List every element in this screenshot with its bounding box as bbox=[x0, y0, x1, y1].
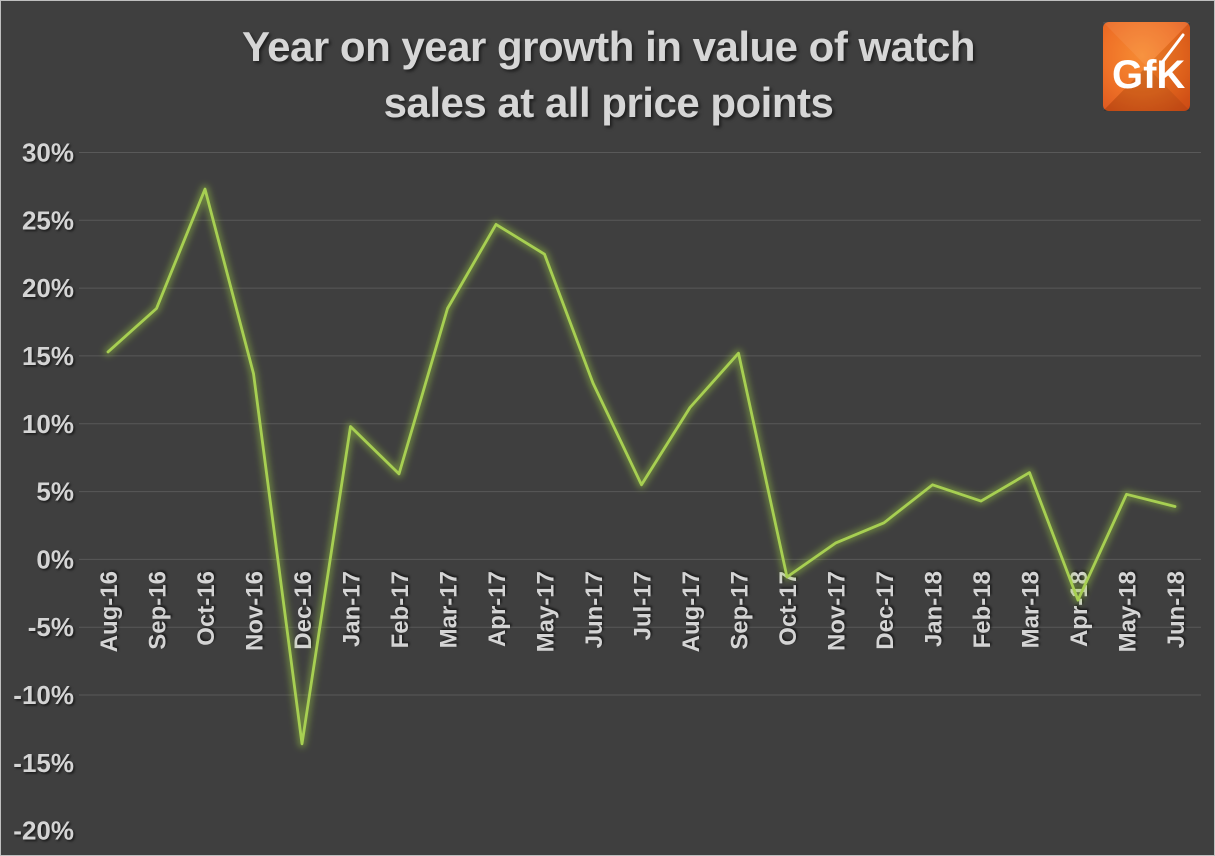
x-axis-tick-label: Dec-17 bbox=[872, 571, 899, 650]
x-axis-tick-label: Jan-17 bbox=[339, 571, 366, 647]
x-axis-tick-label: Sep-17 bbox=[727, 571, 754, 650]
y-axis-tick-label: -10% bbox=[13, 680, 74, 710]
x-axis-tick-label: Aug-16 bbox=[96, 571, 123, 652]
gfk-logo-graphic: GfK bbox=[1103, 22, 1190, 111]
x-axis-tick-label: Jun-17 bbox=[581, 571, 608, 648]
gfk-logo: GfK bbox=[1103, 22, 1190, 111]
x-axis-tick-label: Oct-17 bbox=[775, 571, 802, 646]
x-axis-tick-label: May-18 bbox=[1115, 571, 1142, 652]
x-axis-tick-label: Apr-17 bbox=[484, 571, 511, 647]
x-axis-tick-label: Mar-18 bbox=[1018, 571, 1045, 648]
x-axis-tick-label: Dec-16 bbox=[290, 571, 317, 650]
logo-tile bbox=[1103, 22, 1190, 111]
logo-facet-bottom bbox=[1103, 66, 1190, 111]
y-axis-tick-label: 15% bbox=[22, 341, 74, 371]
chart-title: Year on year growth in value of watch sa… bbox=[1, 19, 1214, 131]
y-axis-tick-label: 30% bbox=[22, 138, 74, 168]
y-axis-labels-group: 30% 25% 20% 15% 10% 5% 0% -5% -10% -15% -20% bbox=[13, 138, 74, 846]
x-axis-tick-label: Oct-16 bbox=[193, 571, 220, 646]
y-axis-tick-label: 5% bbox=[36, 477, 74, 507]
x-axis-tick-label: May-17 bbox=[533, 571, 560, 652]
y-axis-tick-label: -20% bbox=[13, 816, 74, 846]
x-axis-tick-label: Jan-18 bbox=[921, 571, 948, 647]
y-axis-tick-label: 0% bbox=[36, 544, 74, 574]
x-axis-tick-label: Nov-16 bbox=[242, 571, 269, 651]
x-axis-labels-group: Aug-16 Sep-16 Oct-16 Nov-16 Dec-16 Jan-17 Feb-… bbox=[96, 571, 1190, 652]
x-axis-tick-label: Sep-16 bbox=[145, 571, 172, 650]
x-axis-tick-label: Feb-17 bbox=[387, 571, 414, 648]
logo-facet-right bbox=[1146, 22, 1190, 111]
x-axis-tick-label: Jun-18 bbox=[1163, 571, 1190, 648]
series-line-glow bbox=[104, 185, 1179, 748]
x-axis-tick-label: Aug-17 bbox=[678, 571, 705, 652]
y-axis-tick-label: 20% bbox=[22, 273, 74, 303]
chart-title-line1: Year on year growth in value of watch bbox=[241, 23, 976, 70]
series-line bbox=[106, 187, 1177, 746]
gridlines-group bbox=[79, 152, 1201, 696]
x-axis-tick-label: Nov-17 bbox=[824, 571, 851, 651]
logo-text: GfK bbox=[1112, 53, 1185, 97]
x-axis-tick-label: Feb-18 bbox=[969, 571, 996, 648]
y-axis-tick-label: -5% bbox=[28, 612, 74, 642]
y-axis-tick-label: 25% bbox=[22, 205, 74, 235]
x-axis-tick-label: Jul-17 bbox=[630, 571, 657, 640]
logo-facet-left bbox=[1103, 22, 1147, 111]
x-axis-tick-label: Mar-17 bbox=[436, 571, 463, 648]
chart-title-line2: sales at all price points bbox=[383, 79, 834, 126]
y-axis-tick-label: -15% bbox=[13, 748, 74, 778]
logo-slash bbox=[1159, 33, 1185, 66]
logo-facet-top bbox=[1103, 22, 1190, 67]
y-axis-tick-label: 10% bbox=[22, 409, 74, 439]
